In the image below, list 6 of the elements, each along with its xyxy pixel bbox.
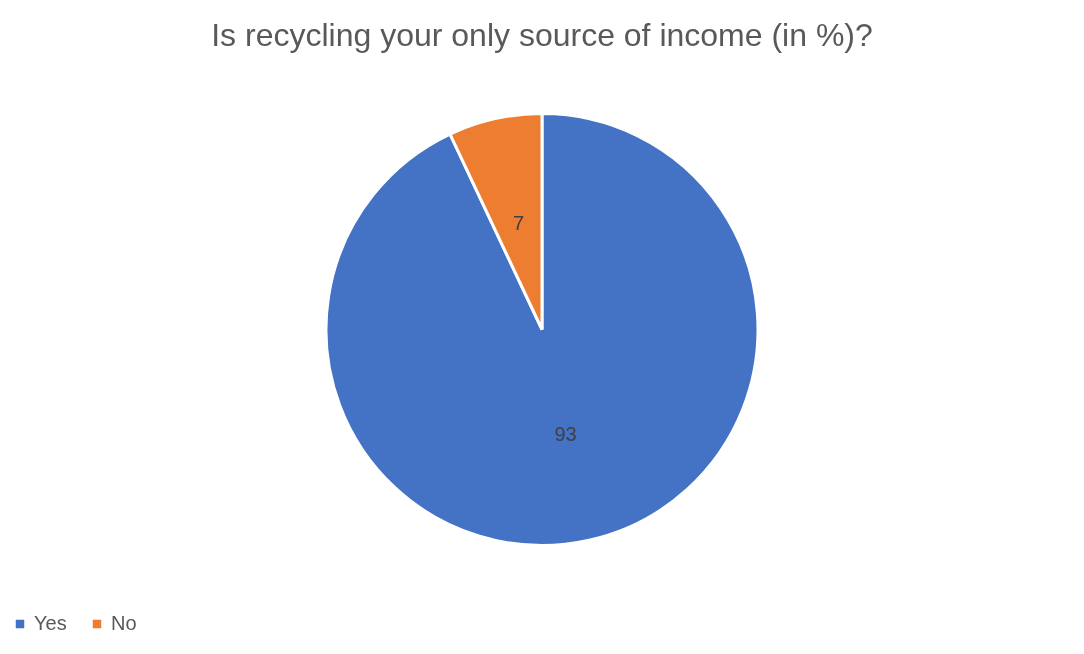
- data-label: 93: [554, 422, 577, 445]
- chart-title: Is recycling your only source of income (in %)?: [211, 17, 873, 53]
- data-label: 7: [512, 212, 524, 235]
- pie-slice: [324, 112, 760, 547]
- legend-label: No: [111, 612, 137, 634]
- legend-label: Yes: [34, 612, 67, 634]
